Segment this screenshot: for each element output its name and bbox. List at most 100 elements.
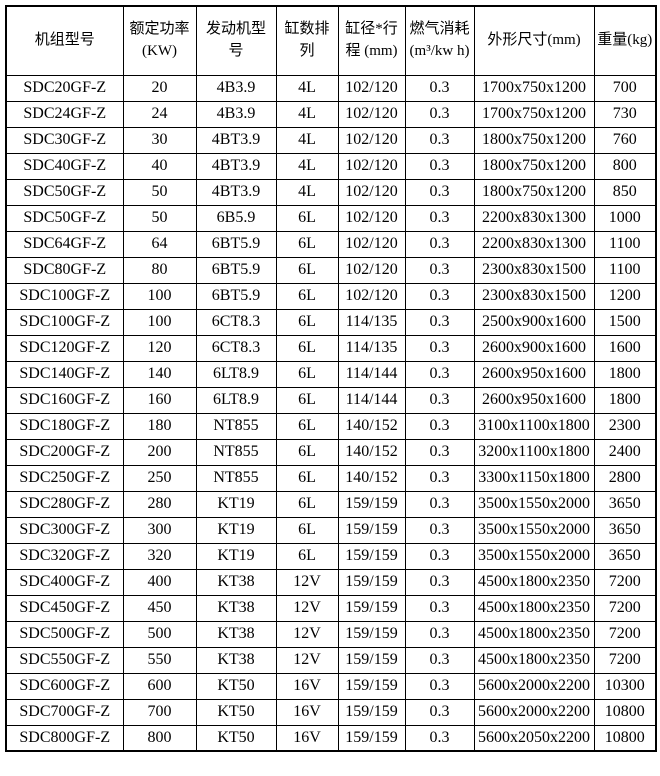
table-row: SDC20GF-Z 20 4B3.9 4L 102/120 0.3 1700x750x120…: [5, 74, 657, 102]
cell-dimensions: 2300x830x1500: [473, 256, 595, 284]
cell-cylinders: 6L: [275, 256, 339, 284]
cell-rated-power: 500: [122, 620, 197, 648]
cell-model: SDC180GF-Z: [5, 412, 124, 440]
cell-dimensions: 5600x2050x2200: [473, 724, 595, 752]
cell-dimensions: 1800x750x1200: [473, 152, 595, 180]
cell-cylinders: 12V: [275, 646, 339, 674]
cell-engine-model: 4B3.9: [195, 100, 277, 128]
cell-dimensions: 2600x900x1600: [473, 334, 595, 362]
cell-gas-consumption: 0.3: [404, 360, 475, 388]
cell-model: SDC280GF-Z: [5, 490, 124, 518]
cell-weight: 1600: [593, 334, 657, 362]
cell-cylinders: 6L: [275, 360, 339, 388]
table-row: SDC64GF-Z 64 6BT5.9 6L 102/120 0.3 2200x830x13…: [5, 230, 657, 258]
table-row: SDC200GF-Z 200 NT855 6L 140/152 0.3 3200x1100x…: [5, 438, 657, 466]
cell-engine-model: 6CT8.3: [195, 308, 277, 336]
cell-weight: 1800: [593, 360, 657, 388]
cell-bore-stroke: 114/144: [337, 386, 406, 414]
cell-model: SDC500GF-Z: [5, 620, 124, 648]
table-row: SDC100GF-Z 100 6BT5.9 6L 102/120 0.3 2300x830x…: [5, 282, 657, 310]
cell-rated-power: 64: [122, 230, 197, 258]
cell-model: SDC700GF-Z: [5, 698, 124, 726]
cell-engine-model: KT38: [195, 568, 277, 596]
cell-cylinders: 16V: [275, 672, 339, 700]
cell-rated-power: 50: [122, 204, 197, 232]
cell-engine-model: KT19: [195, 490, 277, 518]
cell-dimensions: 2500x900x1600: [473, 308, 595, 336]
cell-dimensions: 3500x1550x2000: [473, 542, 595, 570]
cell-dimensions: 5600x2000x2200: [473, 672, 595, 700]
cell-bore-stroke: 159/159: [337, 542, 406, 570]
cell-bore-stroke: 159/159: [337, 594, 406, 622]
cell-rated-power: 100: [122, 308, 197, 336]
cell-dimensions: 2600x950x1600: [473, 386, 595, 414]
cell-gas-consumption: 0.3: [404, 724, 475, 752]
cell-gas-consumption: 0.3: [404, 178, 475, 206]
cell-rated-power: 140: [122, 360, 197, 388]
cell-rated-power: 320: [122, 542, 197, 570]
cell-bore-stroke: 140/152: [337, 412, 406, 440]
cell-engine-model: 4B3.9: [195, 74, 277, 102]
cell-gas-consumption: 0.3: [404, 152, 475, 180]
table-row: SDC400GF-Z 400 KT38 12V 159/159 0.3 4500x1800x…: [5, 568, 657, 596]
cell-engine-model: KT19: [195, 542, 277, 570]
table-row: SDC250GF-Z 250 NT855 6L 140/152 0.3 3300x1150x…: [5, 464, 657, 492]
cell-gas-consumption: 0.3: [404, 542, 475, 570]
cell-weight: 1800: [593, 386, 657, 414]
cell-weight: 7200: [593, 646, 657, 674]
column-header-model: 机组型号: [5, 5, 124, 76]
cell-weight: 2400: [593, 438, 657, 466]
cell-dimensions: 1700x750x1200: [473, 74, 595, 102]
cell-weight: 2800: [593, 464, 657, 492]
cell-dimensions: 1800x750x1200: [473, 126, 595, 154]
cell-cylinders: 6L: [275, 282, 339, 310]
cell-engine-model: 6CT8.3: [195, 334, 277, 362]
cell-cylinders: 6L: [275, 516, 339, 544]
table-body: SDC20GF-Z 20 4B3.9 4L 102/120 0.3 1700x750x120…: [5, 74, 657, 752]
cell-gas-consumption: 0.3: [404, 438, 475, 466]
cell-gas-consumption: 0.3: [404, 126, 475, 154]
cell-cylinders: 4L: [275, 178, 339, 206]
cell-weight: 1500: [593, 308, 657, 336]
column-header-cylinders: 缸数排 列: [275, 5, 339, 76]
cell-dimensions: 3200x1100x1800: [473, 438, 595, 466]
cell-cylinders: 6L: [275, 334, 339, 362]
cell-engine-model: NT855: [195, 438, 277, 466]
cell-cylinders: 12V: [275, 594, 339, 622]
column-header-engine-model: 发动机型 号: [195, 5, 277, 76]
cell-dimensions: 3300x1150x1800: [473, 464, 595, 492]
cell-engine-model: KT19: [195, 516, 277, 544]
cell-bore-stroke: 114/135: [337, 308, 406, 336]
cell-bore-stroke: 159/159: [337, 724, 406, 752]
cell-model: SDC250GF-Z: [5, 464, 124, 492]
cell-model: SDC100GF-Z: [5, 308, 124, 336]
cell-gas-consumption: 0.3: [404, 282, 475, 310]
table-row: SDC40GF-Z 40 4BT3.9 4L 102/120 0.3 1800x750x12…: [5, 152, 657, 180]
table-row: SDC320GF-Z 320 KT19 6L 159/159 0.3 3500x1550x2…: [5, 542, 657, 570]
cell-model: SDC300GF-Z: [5, 516, 124, 544]
cell-rated-power: 24: [122, 100, 197, 128]
cell-dimensions: 4500x1800x2350: [473, 646, 595, 674]
cell-rated-power: 600: [122, 672, 197, 700]
column-header-rated-power: 额定功率 (KW): [122, 5, 197, 76]
cell-weight: 730: [593, 100, 657, 128]
cell-gas-consumption: 0.3: [404, 672, 475, 700]
cell-gas-consumption: 0.3: [404, 464, 475, 492]
cell-engine-model: NT855: [195, 412, 277, 440]
cell-cylinders: 6L: [275, 204, 339, 232]
cell-engine-model: 6BT5.9: [195, 282, 277, 310]
cell-gas-consumption: 0.3: [404, 334, 475, 362]
table-row: SDC180GF-Z 180 NT855 6L 140/152 0.3 3100x1100x…: [5, 412, 657, 440]
cell-engine-model: NT855: [195, 464, 277, 492]
genset-spec-table: 机组型号 额定功率 (KW) 发动机型 号 缸数排 列 缸径*行 程 (mm) …: [5, 5, 657, 752]
cell-model: SDC160GF-Z: [5, 386, 124, 414]
cell-gas-consumption: 0.3: [404, 74, 475, 102]
cell-dimensions: 3500x1550x2000: [473, 516, 595, 544]
table-row: SDC80GF-Z 80 6BT5.9 6L 102/120 0.3 2300x830x15…: [5, 256, 657, 284]
cell-engine-model: 6B5.9: [195, 204, 277, 232]
cell-bore-stroke: 102/120: [337, 282, 406, 310]
cell-weight: 1000: [593, 204, 657, 232]
cell-engine-model: KT38: [195, 646, 277, 674]
cell-model: SDC100GF-Z: [5, 282, 124, 310]
cell-model: SDC20GF-Z: [5, 74, 124, 102]
